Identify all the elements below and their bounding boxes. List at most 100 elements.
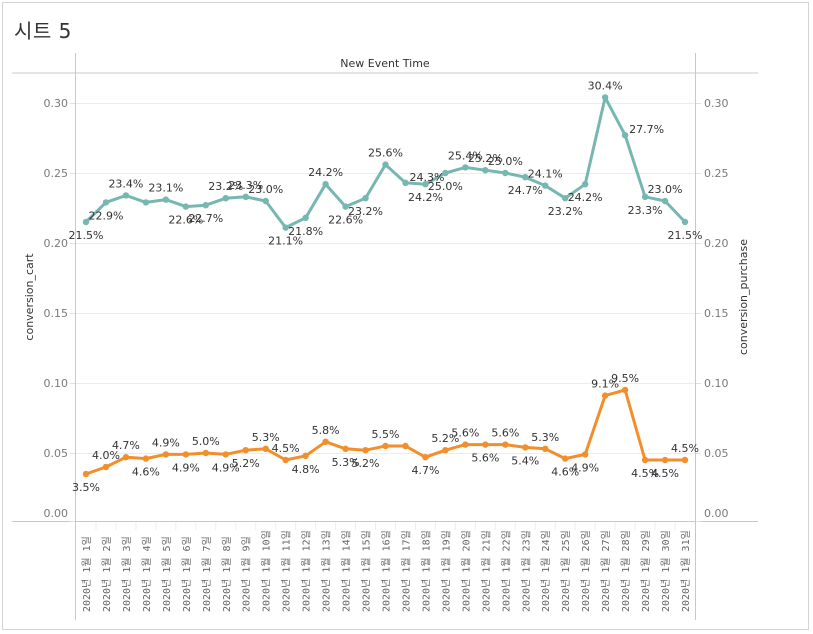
data-label: 4.7%: [411, 464, 439, 477]
data-point[interactable]: [681, 456, 689, 464]
data-point[interactable]: [422, 181, 429, 188]
y-tick-label-right: 0.15: [704, 307, 729, 320]
data-label: 21.5%: [668, 229, 703, 242]
data-point[interactable]: [122, 192, 130, 199]
x-tick-label: 2020년 1월 25일: [560, 530, 572, 612]
data-point[interactable]: [162, 196, 170, 203]
x-tick-label: 2020년 1월 10일: [261, 530, 273, 612]
data-label: 3.5%: [72, 481, 100, 494]
data-label: 5.6%: [471, 452, 499, 465]
data-label: 23.3%: [628, 204, 663, 217]
x-tick-label: 2020년 1월 15일: [361, 530, 373, 612]
data-point[interactable]: [661, 197, 669, 205]
data-point[interactable]: [442, 169, 449, 177]
data-point[interactable]: [382, 442, 389, 450]
data-point[interactable]: [102, 463, 110, 471]
data-point[interactable]: [422, 454, 429, 461]
data-point[interactable]: [182, 203, 190, 210]
data-point[interactable]: [382, 161, 389, 168]
data-label: 25.6%: [368, 147, 403, 160]
header-title: New Event Time: [340, 57, 430, 70]
data-label: 5.2%: [431, 432, 459, 445]
data-point[interactable]: [482, 441, 489, 448]
data-point[interactable]: [362, 447, 369, 454]
data-point[interactable]: [522, 444, 529, 451]
data-point[interactable]: [342, 203, 349, 210]
data-label: 23.4%: [108, 177, 143, 190]
data-point[interactable]: [222, 195, 229, 202]
data-point[interactable]: [122, 454, 130, 461]
data-point[interactable]: [462, 164, 469, 171]
data-label: 4.9%: [571, 461, 599, 474]
data-point[interactable]: [581, 451, 589, 458]
data-label: 30.4%: [588, 79, 623, 92]
data-point[interactable]: [262, 197, 269, 205]
data-label: 22.7%: [188, 212, 223, 225]
data-point[interactable]: [601, 392, 609, 399]
x-tick-label: 2020년 1월 19일: [440, 530, 452, 612]
data-point[interactable]: [542, 445, 549, 452]
data-point[interactable]: [661, 456, 669, 464]
data-label: 24.1%: [528, 168, 563, 181]
data-point[interactable]: [681, 218, 689, 226]
data-point[interactable]: [641, 193, 649, 200]
x-tick-label: 2020년 1월 4일: [141, 536, 153, 612]
data-point[interactable]: [621, 132, 629, 139]
data-point[interactable]: [482, 167, 489, 174]
x-axis-ticks: 2020년 1월 1일 2020년 1월 2일 2020년 1월 3일 2020년 1…: [81, 522, 692, 612]
data-label: 4.9%: [152, 436, 180, 449]
data-point[interactable]: [322, 181, 329, 188]
x-tick-label: 2020년 1월 11일: [281, 530, 293, 612]
data-label: 5.3%: [252, 431, 280, 444]
data-point[interactable]: [222, 451, 229, 458]
data-point[interactable]: [142, 199, 150, 206]
data-point[interactable]: [322, 438, 329, 445]
data-point[interactable]: [242, 447, 249, 454]
y-tick-label-right: 0.05: [704, 447, 729, 460]
right-y-ticks: 0.00 0.05 0.10 0.15 0.20 0.25 0.30: [696, 97, 729, 522]
data-point[interactable]: [462, 441, 469, 448]
data-point[interactable]: [542, 182, 549, 189]
data-label: 4.5%: [272, 442, 300, 455]
data-point[interactable]: [182, 451, 190, 458]
y-tick-label-left: 0.05: [44, 447, 69, 460]
data-label: 5.2%: [352, 457, 380, 470]
data-point[interactable]: [242, 193, 249, 200]
data-label: 21.1%: [268, 235, 303, 248]
data-label: 22.9%: [88, 209, 123, 222]
data-label: 5.6%: [491, 427, 519, 440]
data-point[interactable]: [142, 455, 150, 462]
data-point[interactable]: [202, 202, 209, 209]
series-conversion_purchase: 3.5%4.0%4.7%4.6%4.9%4.9%5.0%4.9%5.2%5.3%…: [72, 372, 699, 494]
x-tick-label: 2020년 1월 7일: [201, 536, 213, 612]
data-point[interactable]: [362, 195, 369, 202]
data-point[interactable]: [601, 94, 609, 101]
data-point[interactable]: [302, 214, 309, 221]
data-point[interactable]: [522, 174, 529, 181]
data-point[interactable]: [402, 179, 409, 186]
data-point[interactable]: [102, 199, 110, 206]
x-tick-label: 2020년 1월 17일: [400, 530, 412, 612]
data-point[interactable]: [562, 195, 569, 202]
data-label: 27.7%: [629, 123, 664, 136]
data-point[interactable]: [581, 181, 589, 188]
data-point[interactable]: [502, 441, 509, 448]
data-point[interactable]: [282, 224, 289, 231]
data-point[interactable]: [202, 449, 209, 457]
data-point[interactable]: [621, 386, 629, 394]
data-point[interactable]: [302, 452, 309, 459]
data-point[interactable]: [262, 445, 269, 452]
data-point[interactable]: [82, 470, 90, 478]
data-point[interactable]: [342, 445, 349, 452]
data-point[interactable]: [82, 218, 90, 226]
data-point[interactable]: [562, 455, 569, 462]
data-point[interactable]: [402, 442, 409, 450]
data-point[interactable]: [641, 456, 649, 464]
data-point[interactable]: [162, 451, 170, 458]
x-tick-label: 2020년 1월 6일: [181, 536, 193, 612]
data-point[interactable]: [442, 447, 449, 454]
x-tick-label: 2020년 1월 23일: [520, 530, 532, 612]
data-point[interactable]: [502, 169, 509, 177]
data-point[interactable]: [282, 456, 289, 464]
